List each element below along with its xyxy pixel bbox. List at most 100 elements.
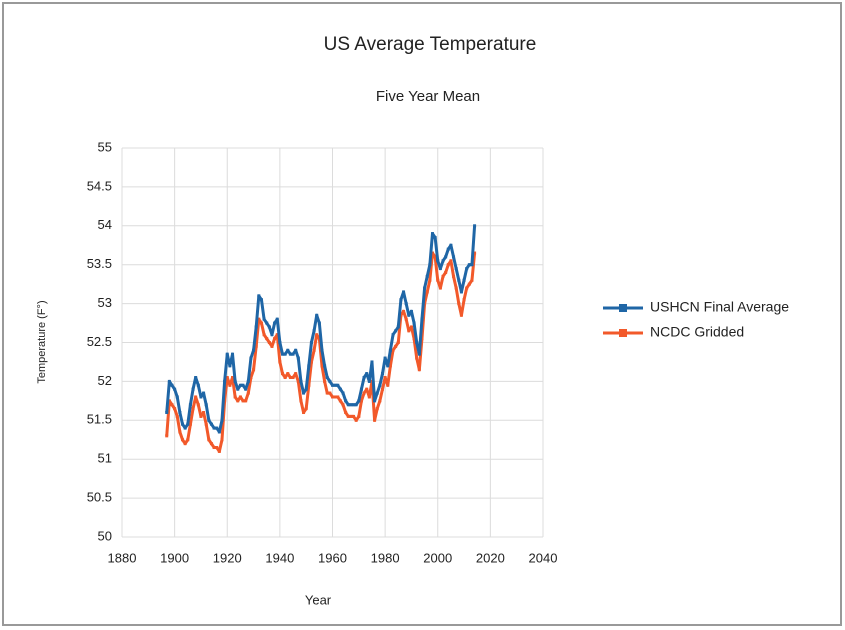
series-marker (199, 395, 203, 399)
series-marker (354, 403, 358, 407)
chart-title: US Average Temperature (324, 34, 537, 55)
series-marker (212, 426, 216, 430)
series-marker (302, 411, 306, 415)
series-marker (336, 383, 340, 387)
series-marker (304, 407, 308, 411)
y-tick-label: 54.5 (87, 178, 112, 193)
series-marker (283, 376, 287, 380)
series-marker (186, 422, 190, 426)
series-marker (402, 309, 406, 313)
series-marker (417, 352, 421, 356)
series-marker (231, 352, 235, 356)
series-marker (267, 341, 271, 344)
series-marker (259, 321, 263, 325)
series-marker (215, 426, 219, 430)
series-marker (167, 379, 171, 383)
series-marker (291, 352, 295, 356)
series-marker (433, 255, 437, 259)
x-tick-label: 2000 (423, 550, 452, 565)
y-tick-label: 51 (98, 451, 112, 466)
series-marker (473, 251, 477, 255)
series-marker (273, 321, 277, 325)
series-marker (391, 348, 395, 352)
series-marker (409, 325, 413, 329)
series-marker (183, 426, 187, 430)
series-marker (452, 274, 456, 278)
series-marker (341, 391, 345, 395)
series-marker (233, 379, 237, 383)
series-marker (183, 442, 187, 446)
series-marker (331, 383, 334, 387)
series-marker (291, 376, 295, 380)
y-tick-label: 52.5 (87, 334, 112, 349)
y-tick-label: 54 (98, 217, 112, 232)
series-marker (217, 449, 221, 453)
series-marker (367, 395, 371, 399)
series-marker (317, 321, 321, 325)
series-marker (349, 414, 353, 418)
series-marker (438, 267, 442, 271)
series-marker (294, 372, 298, 376)
series-marker (165, 411, 169, 415)
series-marker (244, 399, 248, 403)
series-marker (252, 348, 256, 352)
series-marker (436, 259, 440, 263)
series-marker (207, 438, 211, 442)
series-marker (196, 383, 200, 387)
series-marker (328, 391, 332, 395)
series-marker (204, 403, 208, 407)
y-tick-label: 55 (98, 139, 112, 154)
series-marker (449, 243, 453, 247)
series-marker (315, 313, 319, 317)
series-marker (281, 372, 285, 376)
series-marker (407, 329, 411, 333)
series-marker (325, 376, 329, 380)
series-marker (273, 337, 277, 341)
series-marker (202, 411, 206, 415)
series-marker (388, 364, 392, 368)
series-marker (425, 274, 429, 278)
y-tick-label: 50 (98, 528, 112, 543)
series-marker (394, 329, 398, 333)
series-marker (212, 446, 216, 450)
series-marker (312, 348, 316, 352)
series-marker (191, 407, 195, 411)
series-marker (473, 224, 477, 228)
series-marker (357, 414, 361, 418)
series-marker (465, 286, 469, 290)
series-marker (173, 407, 177, 411)
series-marker (333, 383, 337, 387)
series-marker (407, 313, 411, 317)
series-marker (396, 341, 400, 344)
series-marker (415, 341, 419, 344)
series-marker (331, 395, 334, 399)
y-tick-label: 53.5 (87, 256, 112, 271)
series-marker (204, 422, 208, 426)
series-marker (188, 422, 192, 426)
series-marker (446, 247, 450, 251)
series-marker (228, 364, 232, 368)
series-marker (423, 286, 427, 290)
series-marker (196, 403, 200, 407)
series-marker (228, 383, 232, 387)
series-marker (302, 391, 306, 395)
series-marker (362, 376, 366, 380)
series-marker (454, 286, 458, 290)
series-marker (246, 391, 250, 395)
series-line (165, 225, 477, 434)
series-marker (220, 438, 224, 442)
series-marker (430, 251, 434, 255)
series-marker (236, 387, 240, 391)
series-marker (373, 418, 377, 422)
series-marker (173, 387, 177, 391)
series-marker (470, 263, 474, 267)
series-marker (252, 368, 256, 372)
series-marker (265, 321, 269, 325)
series-marker (386, 364, 390, 368)
series-marker (249, 356, 253, 360)
y-tick-label: 50.5 (87, 490, 112, 505)
series-marker (238, 383, 242, 387)
series-marker (223, 379, 227, 383)
series-marker (307, 364, 311, 368)
